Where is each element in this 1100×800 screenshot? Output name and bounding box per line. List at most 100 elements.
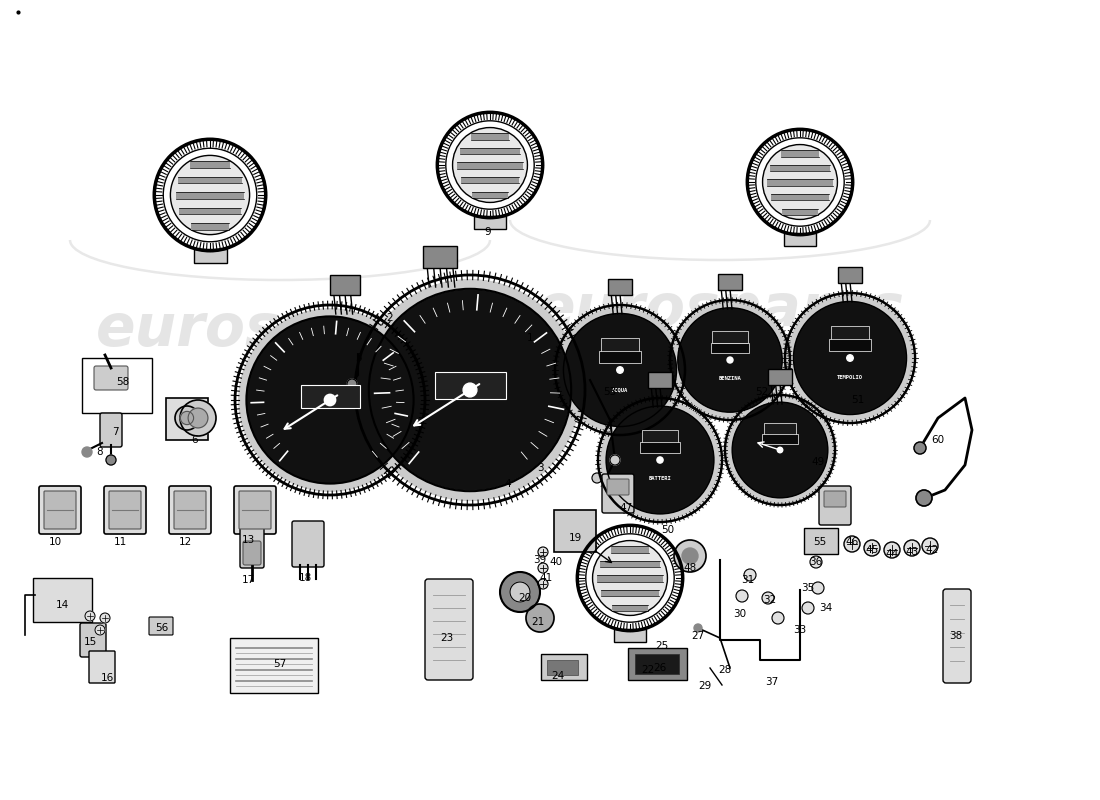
FancyBboxPatch shape [838,267,862,283]
Text: 46: 46 [846,537,859,547]
Text: 47: 47 [619,503,632,513]
Bar [474,216,506,229]
FancyBboxPatch shape [641,430,679,442]
Text: 31: 31 [741,575,755,585]
Bar [194,249,227,262]
Bar [615,629,646,642]
FancyBboxPatch shape [240,526,264,568]
Circle shape [802,602,814,614]
Text: 6: 6 [191,435,198,445]
Circle shape [672,302,788,418]
FancyBboxPatch shape [768,369,792,385]
FancyBboxPatch shape [39,486,81,534]
Text: 49: 49 [812,457,825,467]
Text: 43: 43 [905,547,918,557]
Circle shape [727,397,833,503]
FancyBboxPatch shape [300,385,360,408]
Text: 14: 14 [55,600,68,610]
Text: BATTERI: BATTERI [649,476,671,481]
Bar [613,605,648,610]
Circle shape [558,308,682,432]
Text: 26: 26 [653,663,667,673]
Text: 34: 34 [820,603,833,613]
Text: TEMPOLIO: TEMPOLIO [837,375,864,380]
FancyBboxPatch shape [601,338,639,352]
Circle shape [180,400,216,436]
Text: eurospares: eurospares [536,282,904,338]
FancyBboxPatch shape [820,486,851,525]
Bar [784,233,815,246]
FancyBboxPatch shape [718,274,743,290]
Circle shape [762,592,774,604]
Circle shape [360,280,581,501]
Text: 23: 23 [440,633,453,643]
Bar [82,358,152,413]
FancyBboxPatch shape [712,330,748,343]
Circle shape [733,402,827,498]
Circle shape [694,624,702,632]
Circle shape [736,590,748,602]
Circle shape [914,442,926,454]
Circle shape [794,302,906,414]
Circle shape [82,447,92,457]
Text: 41: 41 [539,573,552,583]
Text: 22: 22 [641,665,654,675]
FancyBboxPatch shape [824,491,846,507]
Bar [474,216,506,229]
Circle shape [170,155,250,234]
Bar [190,162,230,168]
FancyBboxPatch shape [943,589,971,683]
Circle shape [601,401,719,519]
Bar [230,638,318,693]
Text: 17: 17 [241,575,254,585]
Text: 20: 20 [518,593,531,603]
Bar [770,165,829,171]
FancyBboxPatch shape [711,342,749,354]
Bar [601,590,659,596]
Text: 55: 55 [813,537,826,547]
FancyBboxPatch shape [89,651,116,683]
Circle shape [95,625,104,635]
FancyBboxPatch shape [635,654,679,674]
Circle shape [762,145,837,219]
Circle shape [772,612,784,624]
FancyBboxPatch shape [243,541,261,565]
FancyBboxPatch shape [94,366,128,390]
FancyBboxPatch shape [607,479,629,495]
FancyBboxPatch shape [174,491,206,529]
FancyBboxPatch shape [330,275,360,295]
Text: 28: 28 [718,665,732,675]
Text: 12: 12 [178,537,191,547]
Circle shape [657,457,663,463]
FancyBboxPatch shape [80,623,106,657]
Text: 33: 33 [793,625,806,635]
Text: 4: 4 [505,479,512,489]
Text: 5: 5 [354,353,361,363]
Circle shape [674,540,706,572]
FancyBboxPatch shape [109,491,141,529]
Circle shape [100,613,110,623]
Text: 10: 10 [48,537,62,547]
Text: 45: 45 [866,545,879,555]
Bar [781,150,820,157]
Text: 18: 18 [298,573,311,583]
Circle shape [744,569,756,581]
Text: 7: 7 [112,427,119,437]
Text: 13: 13 [241,535,254,545]
Circle shape [106,455,116,465]
Circle shape [538,547,548,557]
FancyBboxPatch shape [547,659,578,674]
Text: 24: 24 [551,671,564,681]
Circle shape [538,579,548,589]
Text: 39: 39 [534,555,547,565]
Circle shape [788,296,912,421]
Text: 48: 48 [683,563,696,573]
FancyBboxPatch shape [600,351,640,362]
Circle shape [188,408,208,428]
Text: 50: 50 [661,525,674,535]
FancyBboxPatch shape [602,474,634,513]
Text: eurospares: eurospares [96,302,464,358]
Text: 3: 3 [537,463,543,473]
Text: 60: 60 [932,435,945,445]
FancyBboxPatch shape [424,246,456,268]
